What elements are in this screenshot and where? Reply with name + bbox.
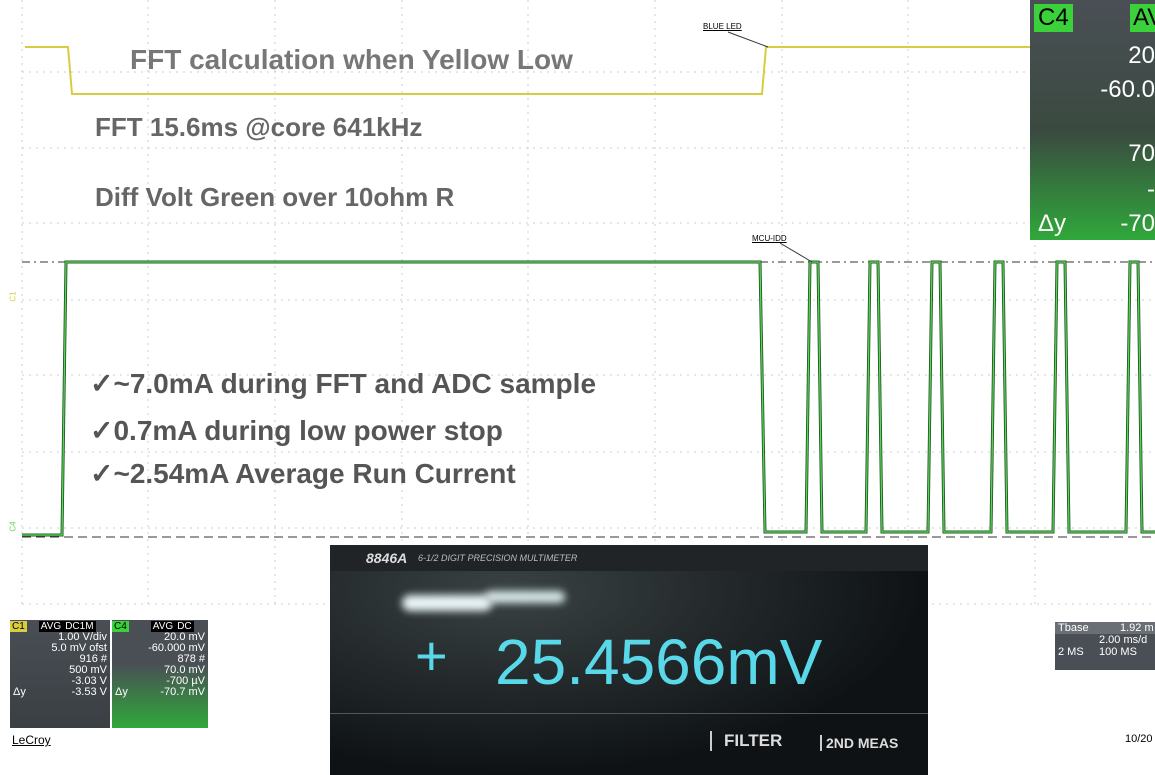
slide-title: FFT calculation when Yellow Low [130, 44, 573, 75]
coupling-tag: DC [175, 621, 194, 632]
reading: 25.4566mV [495, 626, 823, 698]
channel-tag: C4 [112, 621, 129, 632]
channel-marker: C4 [8, 521, 18, 532]
box-row: -700 µV [166, 675, 205, 687]
box-row: 500 mV [69, 664, 107, 676]
mode-tag: AVG [150, 621, 176, 632]
slide-line: Diff Volt Green over 10ohm R [95, 182, 455, 212]
delta-label: Δy [13, 686, 26, 698]
sign: + [415, 624, 448, 687]
panel-value: 70 [1128, 140, 1155, 167]
slide-line: FFT 15.6ms @core 641kHz [95, 112, 423, 142]
button-label: FILTER [710, 731, 782, 751]
delta-label: Δy [1038, 210, 1067, 237]
box-row: 20.0 mV [164, 631, 205, 643]
multimeter-photo: 8846A 6-1/2 DIGIT PRECISION MULTIMETER +… [330, 545, 928, 775]
c1-box: C1 AVG DC1M 1.00 V/div 5.0 mV ofst 916 # 5… [10, 620, 110, 728]
date: 10/20 [1125, 733, 1153, 745]
timebase-label: Tbase [1058, 622, 1089, 634]
panel-value: -70 [1120, 210, 1155, 237]
box-row: 878 # [177, 653, 205, 665]
button-label: 2ND MEAS [820, 735, 898, 751]
channel-tag: C1 [10, 621, 27, 632]
timebase-value: 1.92 m [1120, 622, 1154, 634]
timebase-box: Tbase 1.92 m 2.00 ms/d 2 MS 100 MS [1055, 622, 1155, 670]
box-row: -70.7 mV [160, 686, 205, 698]
panel-value: - [1147, 176, 1155, 203]
mode-tag: AVG [38, 621, 64, 632]
panel-value: -60.0 [1100, 76, 1155, 103]
bullet: ✓~7.0mA during FFT and ADC sample [90, 368, 597, 399]
mode-tag: AV [1130, 4, 1155, 32]
box-row: -3.53 V [71, 686, 107, 698]
timebase-value: 2.00 ms/d [1099, 634, 1148, 646]
timebase-value: 2 MS [1058, 646, 1084, 658]
box-row: 1.00 V/div [58, 631, 107, 643]
trace-label: BLUE LED [703, 22, 742, 31]
box-row: 70.0 mV [164, 664, 205, 676]
box-row: 916 # [79, 653, 107, 665]
c4-box: C4 AVG DC 20.0 mV -60.000 mV 878 # 70.0 mV… [112, 620, 208, 728]
timebase-value: 100 MS [1099, 646, 1137, 658]
box-row: -60.000 mV [148, 642, 205, 654]
model-subtitle: 6-1/2 DIGIT PRECISION MULTIMETER [418, 553, 578, 563]
channel-tag: C4 [1034, 4, 1073, 32]
model: 8846A [366, 550, 408, 566]
bullet: ✓0.7mA during low power stop [90, 415, 503, 446]
box-row: -3.03 V [71, 675, 107, 687]
delta-label: Δy [115, 686, 128, 698]
trace-label: MCU-IDD [752, 234, 787, 243]
brand: LeCroy [12, 733, 51, 747]
bullet: ✓~2.54mA Average Run Current [90, 458, 516, 489]
panel-value: 20 [1128, 42, 1155, 69]
coupling-tag: DC1M [63, 621, 96, 632]
box-row: 5.0 mV ofst [51, 642, 107, 654]
channel-marker: C1 [8, 291, 18, 302]
c4-panel: C4 AV 20 -60.0 70 - Δy -70 [1030, 0, 1155, 240]
